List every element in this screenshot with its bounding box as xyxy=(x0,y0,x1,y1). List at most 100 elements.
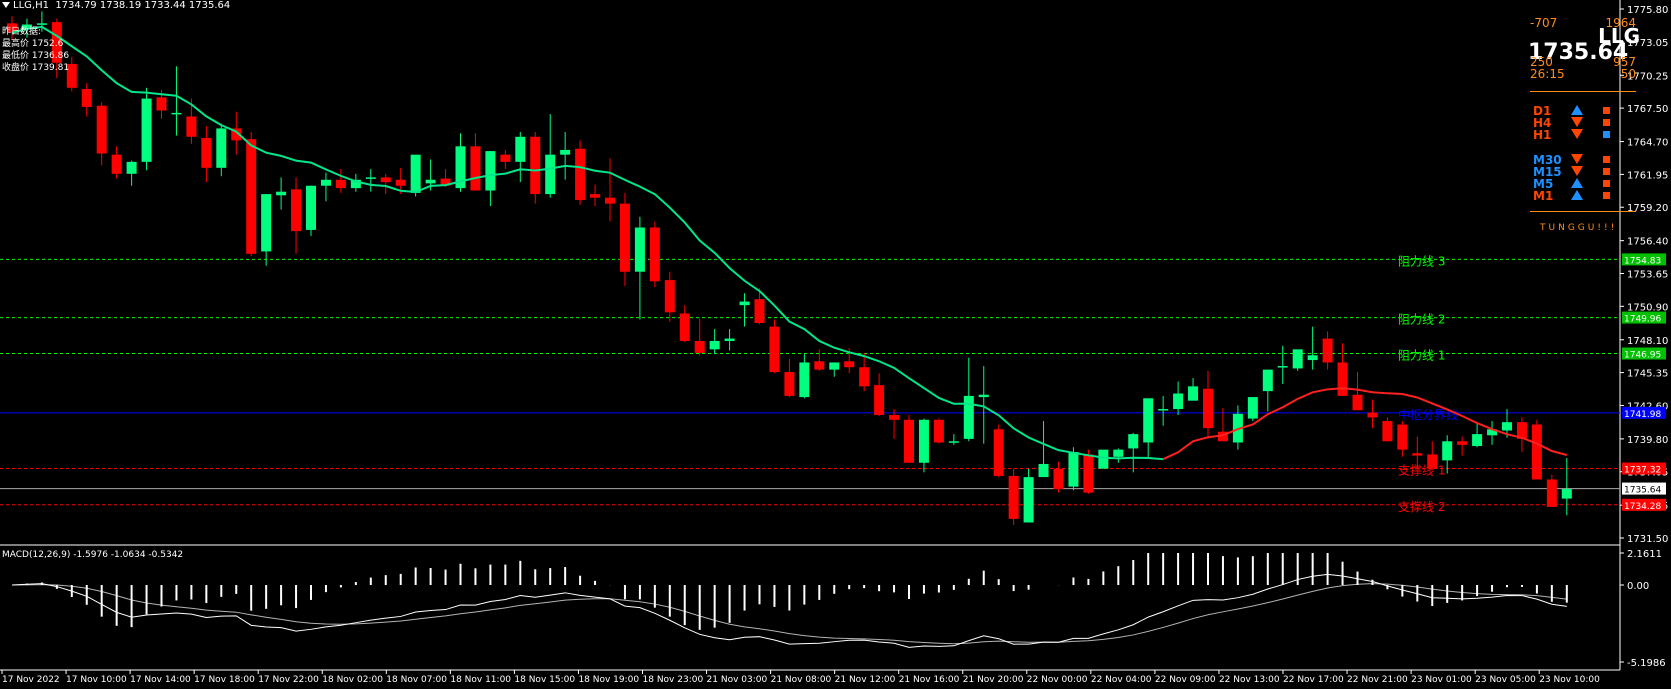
level-name: 支撑线 2 xyxy=(1398,499,1445,514)
candle-body xyxy=(1143,398,1154,443)
timeframe-row-h1: H1 xyxy=(1533,128,1633,142)
candle-body xyxy=(1502,422,1512,431)
price-tick-label: 1764.70 xyxy=(1627,138,1668,149)
price-tick-label: 1753.65 xyxy=(1627,270,1668,281)
candle-body xyxy=(1292,349,1303,369)
candle-body xyxy=(515,136,526,162)
panel-symbol: LLG xyxy=(1598,24,1640,48)
candle-body xyxy=(320,179,331,186)
candle-body xyxy=(918,419,929,463)
candle-body xyxy=(560,149,571,155)
timeframe-row-m5: M5 xyxy=(1533,177,1633,191)
candle-body xyxy=(889,415,900,420)
level-price-tag xyxy=(1622,406,1666,419)
candle-body xyxy=(619,203,630,272)
candle-body xyxy=(649,227,660,282)
candle-body xyxy=(1322,338,1333,363)
level-price-tag xyxy=(1622,347,1666,360)
price-tick-label: 1750.90 xyxy=(1627,302,1668,313)
macd-signal-line xyxy=(11,583,1567,645)
candle-body xyxy=(844,361,855,368)
time-tick-label: 23 Nov 10:00 xyxy=(1539,675,1600,685)
panel-right-mid: 957 xyxy=(1613,55,1636,69)
candle-body xyxy=(724,338,735,341)
time-tick-label: 17 Nov 18:00 xyxy=(194,675,255,685)
candle-body xyxy=(1068,452,1079,487)
candle-body xyxy=(141,98,152,162)
status-square-icon xyxy=(1603,168,1610,175)
status-square-icon xyxy=(1603,119,1610,126)
timeframe-row-m15: M15 xyxy=(1533,165,1633,179)
level-name: 阻力线 2 xyxy=(1398,313,1445,327)
candle-body xyxy=(605,197,615,204)
candle-body xyxy=(1337,362,1348,396)
candle-body xyxy=(904,419,914,463)
ohlc-values: 1734.79 1738.19 1733.44 1735.64 xyxy=(55,0,231,11)
candle-body xyxy=(799,362,810,398)
candle-body xyxy=(1397,424,1408,450)
level-price-label: 1741.98 xyxy=(1624,410,1661,420)
candle-body xyxy=(1307,355,1318,361)
candle-body xyxy=(1367,412,1378,418)
dropdown-arrow-icon[interactable] xyxy=(2,2,10,8)
price-tick-label: 1767.50 xyxy=(1627,104,1668,115)
candle-body xyxy=(1173,393,1184,410)
candle-body xyxy=(859,367,870,387)
candle-body xyxy=(1277,366,1288,368)
candle-body xyxy=(1472,434,1483,447)
info-panel: -707 1964 LLG 1735.64 250 957 26:15 50 D… xyxy=(1528,12,1640,242)
macd-label: MACD(12,26,9) -1.5976 -1.0634 -0.5342 xyxy=(2,550,183,560)
price-tick-label: 1761.95 xyxy=(1627,170,1668,181)
time-tick-label: 22 Nov 17:00 xyxy=(1283,675,1344,685)
candle-body xyxy=(784,372,795,396)
candle-body xyxy=(500,154,511,162)
price-tick-label: 1775.80 xyxy=(1627,5,1668,16)
candle-body xyxy=(171,112,182,115)
candle-body xyxy=(1516,422,1527,439)
level-name: 阻力线 1 xyxy=(1398,349,1445,363)
level-price-label: 1737.32 xyxy=(1624,466,1661,476)
candle-body xyxy=(1247,397,1258,419)
timeframe-label: H1 xyxy=(1533,128,1552,142)
candle-body xyxy=(1083,454,1094,493)
candle-body xyxy=(1427,454,1438,469)
time-tick-label: 21 Nov 03:00 xyxy=(707,675,768,685)
time-tick-label: 22 Nov 09:00 xyxy=(1155,675,1216,685)
timeframe-label: M30 xyxy=(1533,153,1562,167)
candle-body xyxy=(36,23,47,25)
time-tick-label: 23 Nov 01:00 xyxy=(1411,675,1472,685)
candle-body xyxy=(261,194,272,252)
time-tick-label: 21 Nov 16:00 xyxy=(899,675,960,685)
candle-body xyxy=(111,154,122,174)
arrow-up-icon xyxy=(1571,178,1583,188)
candle-body xyxy=(455,146,466,189)
status-square-icon xyxy=(1603,156,1610,163)
time-tick-label: 22 Nov 04:00 xyxy=(1091,675,1152,685)
arrow-up-icon xyxy=(1571,105,1583,115)
arrow-up-icon xyxy=(1571,190,1583,200)
time-tick-label: 18 Nov 07:00 xyxy=(386,675,447,685)
candle-body xyxy=(1008,475,1019,519)
candle-body xyxy=(575,148,586,201)
candle-body xyxy=(664,280,675,313)
current-price-label: 1735.64 xyxy=(1624,486,1661,496)
status-square-icon xyxy=(1603,180,1610,187)
candle-body xyxy=(1128,434,1139,449)
moving-average-line xyxy=(11,25,1164,461)
timeframe-label: M15 xyxy=(1533,165,1562,179)
time-tick-label: 18 Nov 15:00 xyxy=(514,675,575,685)
price-tick-label: 1748.10 xyxy=(1627,336,1668,347)
candle-body xyxy=(350,179,361,189)
level-price-tag xyxy=(1622,311,1666,324)
candle-body xyxy=(156,97,167,111)
candle-body xyxy=(306,185,316,230)
timeframe-row-m1: M1 xyxy=(1533,189,1633,203)
candle-body xyxy=(7,23,17,33)
candle-body xyxy=(590,194,601,198)
candle-body xyxy=(948,441,959,443)
price-tick-label: 1739.80 xyxy=(1627,435,1668,446)
candle-body xyxy=(1113,449,1124,457)
time-tick-label: 18 Nov 11:00 xyxy=(450,675,511,685)
candle-body xyxy=(874,385,885,416)
symbol-timeframe: LLG,H1 xyxy=(13,0,49,11)
